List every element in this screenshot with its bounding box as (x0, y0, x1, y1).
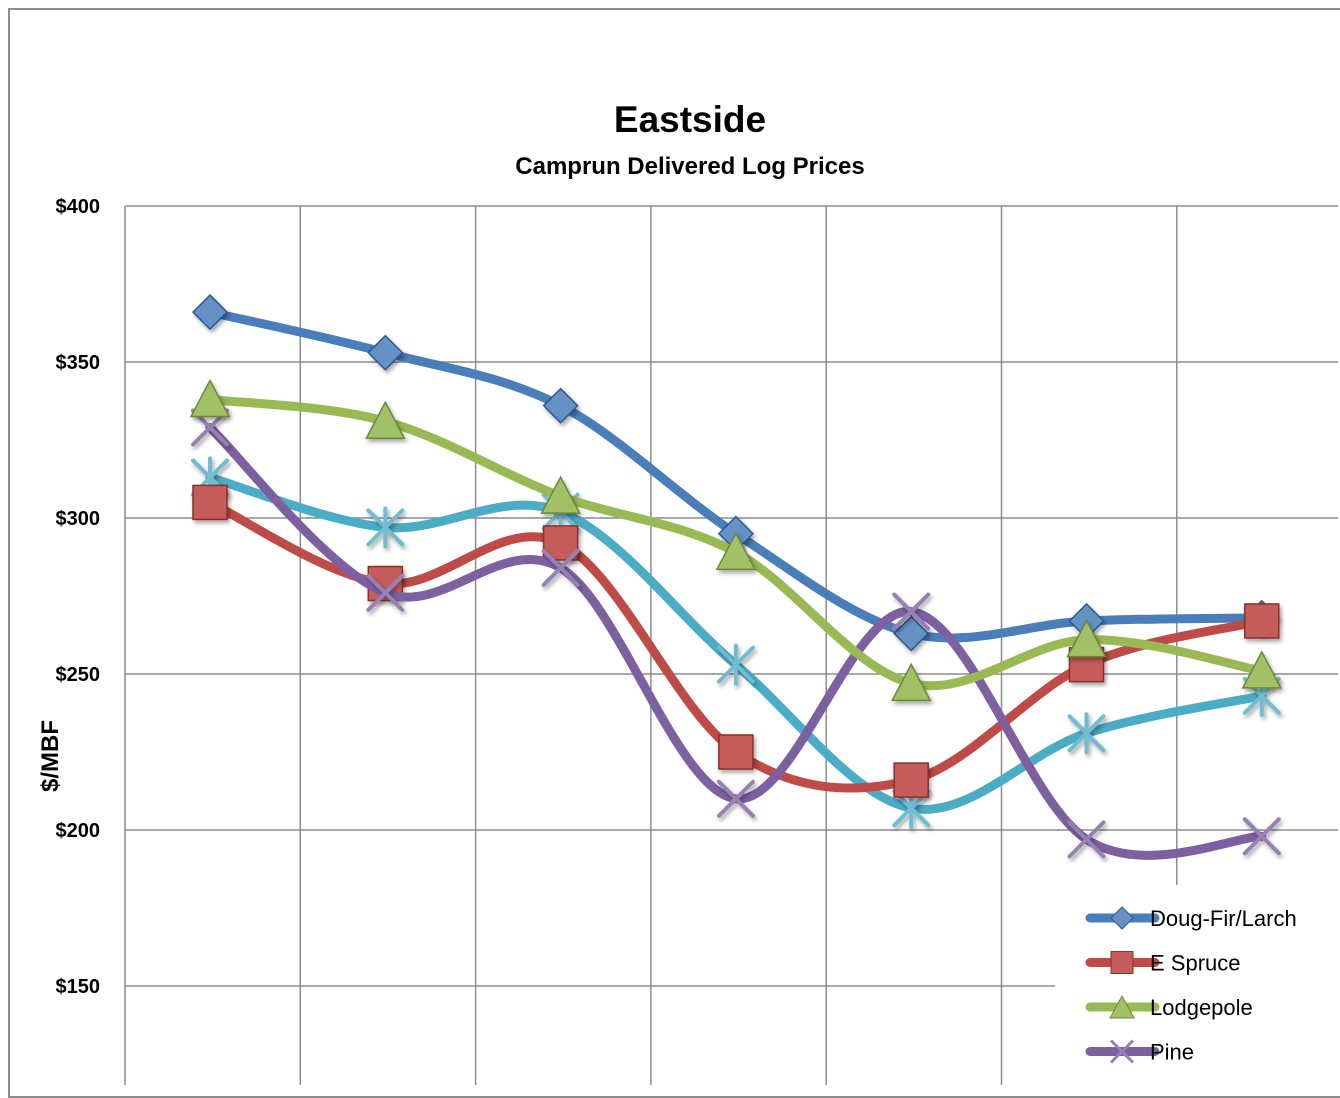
legend-marker (1110, 906, 1134, 930)
data-point-marker (191, 294, 229, 331)
legend-entry: Doug-Fir/Larch (1085, 906, 1297, 931)
data-point-marker (1067, 712, 1106, 755)
legend-marker (1109, 994, 1135, 1019)
data-point-marker (718, 734, 754, 770)
y-tick-label: $150 (56, 976, 101, 998)
legend-marker (1109, 1039, 1135, 1064)
series-pine (191, 408, 1281, 860)
data-point-marker (893, 615, 930, 652)
y-axis-label: $/MBF (37, 720, 64, 792)
y-tick-label: $300 (56, 508, 101, 530)
legend-marker (1110, 951, 1134, 974)
series-lodgepole (189, 378, 1283, 702)
data-point-marker (367, 334, 404, 371)
data-point-marker (189, 378, 231, 418)
data-point-marker (893, 762, 929, 798)
data-point-marker (192, 484, 228, 521)
data-point-marker (1241, 650, 1283, 689)
legend-label: Lodgepole (1150, 995, 1253, 1020)
data-point-marker (1244, 603, 1280, 639)
data-point-marker (890, 662, 932, 702)
legend-entry: Lodgepole (1085, 994, 1253, 1020)
y-tick-label: $200 (56, 820, 101, 842)
data-point-marker (1066, 619, 1107, 658)
y-tick-label: $250 (56, 664, 101, 686)
legend-label: Doug-Fir/Larch (1150, 906, 1297, 931)
y-tick-label: $400 (56, 196, 101, 218)
data-point-marker (541, 548, 580, 587)
chart-title: Eastside (614, 99, 766, 140)
series-doug-fir-larch (191, 294, 1280, 652)
data-point-marker (366, 506, 405, 549)
data-point-marker (366, 573, 405, 612)
data-point-marker (1067, 820, 1106, 859)
data-point-marker (892, 592, 931, 631)
legend: Doug-Fir/Larch E Spruce Lodgepole Pine (1055, 885, 1338, 1085)
data-point-marker (540, 475, 581, 514)
legend-entry: E Spruce (1085, 951, 1241, 976)
y-axis-tick-labels: $400 $350 $300 $250 $200 $150 (56, 196, 101, 998)
data-point-marker (715, 531, 757, 571)
series-layer (189, 294, 1283, 860)
legend-label: Pine (1150, 1040, 1194, 1065)
data-point-marker (1242, 817, 1281, 856)
data-point-marker (716, 779, 755, 818)
chart-subtitle: Camprun Delivered Log Prices (515, 153, 864, 180)
data-point-marker (365, 400, 406, 440)
y-tick-label: $350 (56, 352, 101, 374)
legend-entry: Pine (1085, 1039, 1194, 1065)
legend-label: E Spruce (1150, 951, 1241, 976)
data-point-marker (716, 643, 755, 686)
data-point-marker (542, 387, 579, 424)
